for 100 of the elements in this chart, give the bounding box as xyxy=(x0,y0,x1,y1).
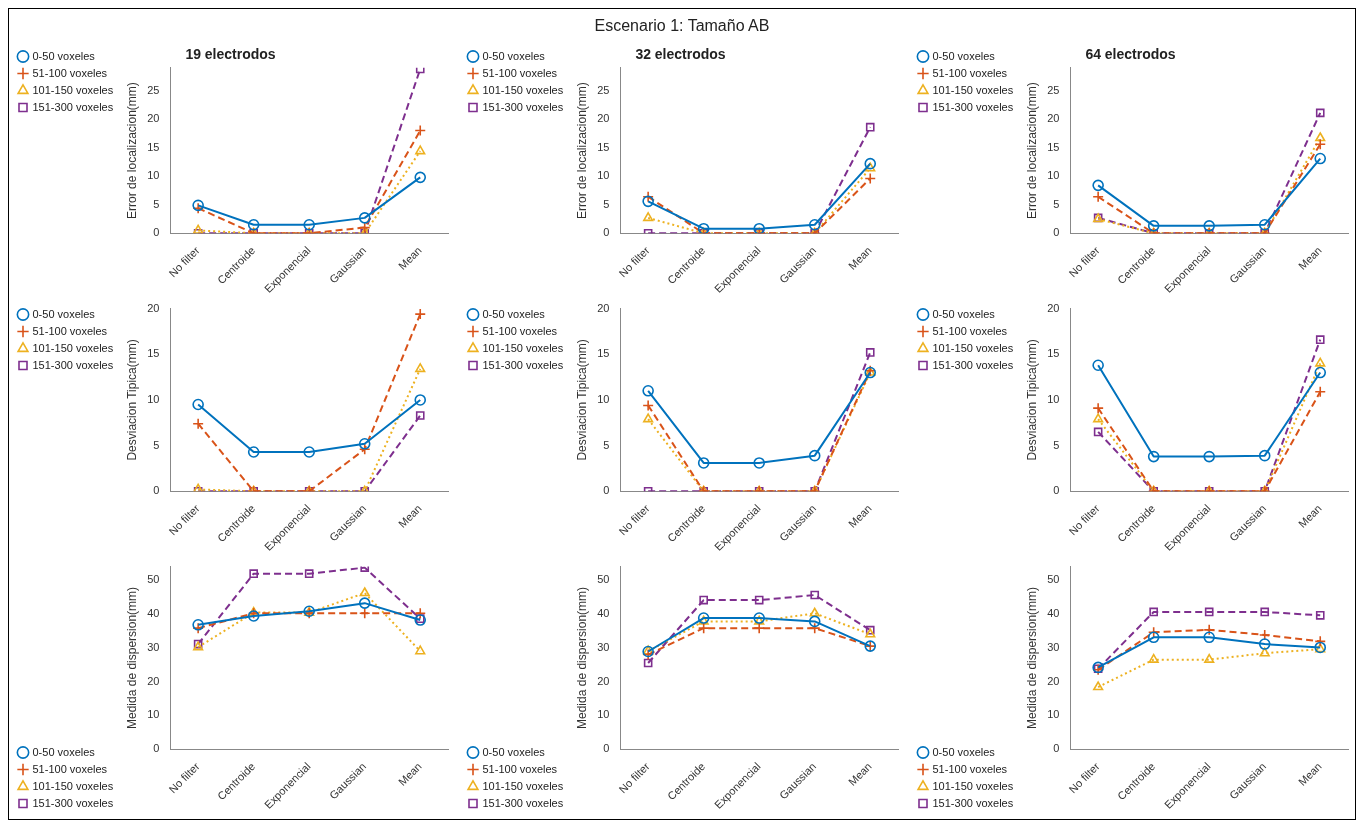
y-tick-label: 0 xyxy=(153,226,160,239)
point xyxy=(753,222,765,234)
x-tick-label: No filter xyxy=(616,759,652,796)
y-tick-label: 20 xyxy=(1047,301,1060,314)
point xyxy=(415,145,426,155)
y-tick-label: 5 xyxy=(153,197,160,210)
legend-label: 101-150 voxeles xyxy=(932,779,1014,792)
point xyxy=(1203,631,1215,644)
legend-label: 151-300 voxeles xyxy=(482,796,564,809)
point xyxy=(1258,449,1271,462)
y-tick-label: 15 xyxy=(147,347,160,360)
point xyxy=(1259,647,1270,657)
point xyxy=(753,457,765,469)
point xyxy=(414,394,427,406)
legend-label: 101-150 voxeles xyxy=(32,779,114,792)
legend-label: 51-100 voxeles xyxy=(32,762,108,775)
legend-label: 51-100 voxeles xyxy=(32,324,108,337)
y-tick-label: 10 xyxy=(1047,392,1060,405)
legend-label: 101-150 voxeles xyxy=(32,341,114,354)
y-tick-label: 10 xyxy=(1047,169,1060,182)
legend-label: 101-150 voxeles xyxy=(482,341,564,354)
point xyxy=(1203,450,1215,463)
point xyxy=(1315,357,1326,367)
y-tick-label: 10 xyxy=(147,392,160,405)
y-tick-label: 0 xyxy=(1053,226,1060,239)
y-tick-label: 30 xyxy=(1047,640,1060,653)
legend-label: 151-300 voxeles xyxy=(482,100,564,113)
y-tick-label: 0 xyxy=(603,484,610,497)
point xyxy=(865,348,875,357)
y-tick-label: 20 xyxy=(1047,674,1060,687)
y-axis-title: Medida de dispersion(mm) xyxy=(125,586,140,729)
legend-label: 151-300 voxeles xyxy=(32,796,114,809)
point xyxy=(1314,385,1327,398)
y-axis-title: Error de localizacion(mm) xyxy=(575,82,590,219)
legend-label: 51-100 voxeles xyxy=(932,66,1008,79)
point xyxy=(1314,138,1327,151)
point xyxy=(1092,190,1104,203)
y-tick-label: 25 xyxy=(147,83,160,96)
point xyxy=(1147,450,1160,463)
point xyxy=(415,411,425,420)
y-tick-label: 15 xyxy=(1047,140,1060,153)
point xyxy=(1093,427,1103,437)
point xyxy=(1258,218,1271,231)
point xyxy=(1093,413,1104,423)
text: Escenario 1: Tamaño AB xyxy=(593,17,771,35)
point xyxy=(303,218,315,231)
legend-label: 51-100 voxeles xyxy=(482,762,558,775)
y-tick-label: 20 xyxy=(1047,112,1060,125)
y-tick-label: 40 xyxy=(147,606,160,619)
y-tick-label: 10 xyxy=(147,708,160,721)
y-tick-label: 25 xyxy=(597,83,610,96)
legend-label: 0-50 voxeles xyxy=(482,307,546,320)
y-tick-label: 30 xyxy=(597,640,610,653)
y-tick-label: 10 xyxy=(597,708,610,721)
y-tick-label: 20 xyxy=(147,301,160,314)
y-tick-label: 0 xyxy=(1053,484,1060,497)
legend-label: 151-300 voxeles xyxy=(932,358,1014,371)
y-tick-label: 5 xyxy=(153,438,160,451)
point xyxy=(642,385,654,397)
point xyxy=(1093,681,1104,691)
y-axis-title: Desviacion Tipica(mm) xyxy=(1025,339,1040,461)
y-tick-label: 20 xyxy=(597,112,610,125)
legend-label: 0-50 voxeles xyxy=(32,745,96,758)
point xyxy=(414,124,427,137)
y-tick-label: 0 xyxy=(153,742,160,755)
point xyxy=(1204,607,1214,617)
point xyxy=(303,446,315,458)
chart-title: 64 electrodos xyxy=(1085,46,1176,63)
legend-label: 151-300 voxeles xyxy=(482,358,564,371)
point xyxy=(808,449,821,462)
point xyxy=(249,569,259,579)
y-tick-label: 50 xyxy=(147,573,160,586)
point xyxy=(697,622,710,634)
point xyxy=(1258,629,1271,641)
y-tick-label: 0 xyxy=(1053,742,1060,755)
point xyxy=(414,171,427,184)
y-axis-title: Desviacion Tipica(mm) xyxy=(575,339,590,461)
point xyxy=(809,607,820,617)
point xyxy=(358,437,371,450)
x-tick-label: No filter xyxy=(616,243,652,280)
legend-label: 51-100 voxeles xyxy=(32,66,108,79)
y-axis-title: Desviacion Tipica(mm) xyxy=(125,339,140,461)
x-tick-label: No filter xyxy=(166,501,202,538)
point xyxy=(1147,631,1160,644)
y-axis-title: Error de localizacion(mm) xyxy=(1025,82,1040,219)
y-tick-label: 10 xyxy=(597,392,610,405)
chart-title: 32 electrodos xyxy=(635,46,726,63)
y-tick-label: 25 xyxy=(1047,83,1060,96)
y-axis-title: Error de localizacion(mm) xyxy=(125,82,140,219)
point xyxy=(1092,359,1104,372)
point xyxy=(1314,366,1327,379)
y-tick-label: 15 xyxy=(147,140,160,153)
y-tick-label: 15 xyxy=(597,140,610,153)
chart-title: 19 electrodos xyxy=(185,46,276,63)
y-tick-label: 15 xyxy=(1047,347,1060,360)
y-tick-label: 30 xyxy=(147,640,160,653)
point xyxy=(865,162,876,172)
y-tick-label: 5 xyxy=(603,438,610,451)
y-tick-label: 20 xyxy=(147,112,160,125)
legend-label: 51-100 voxeles xyxy=(482,66,558,79)
